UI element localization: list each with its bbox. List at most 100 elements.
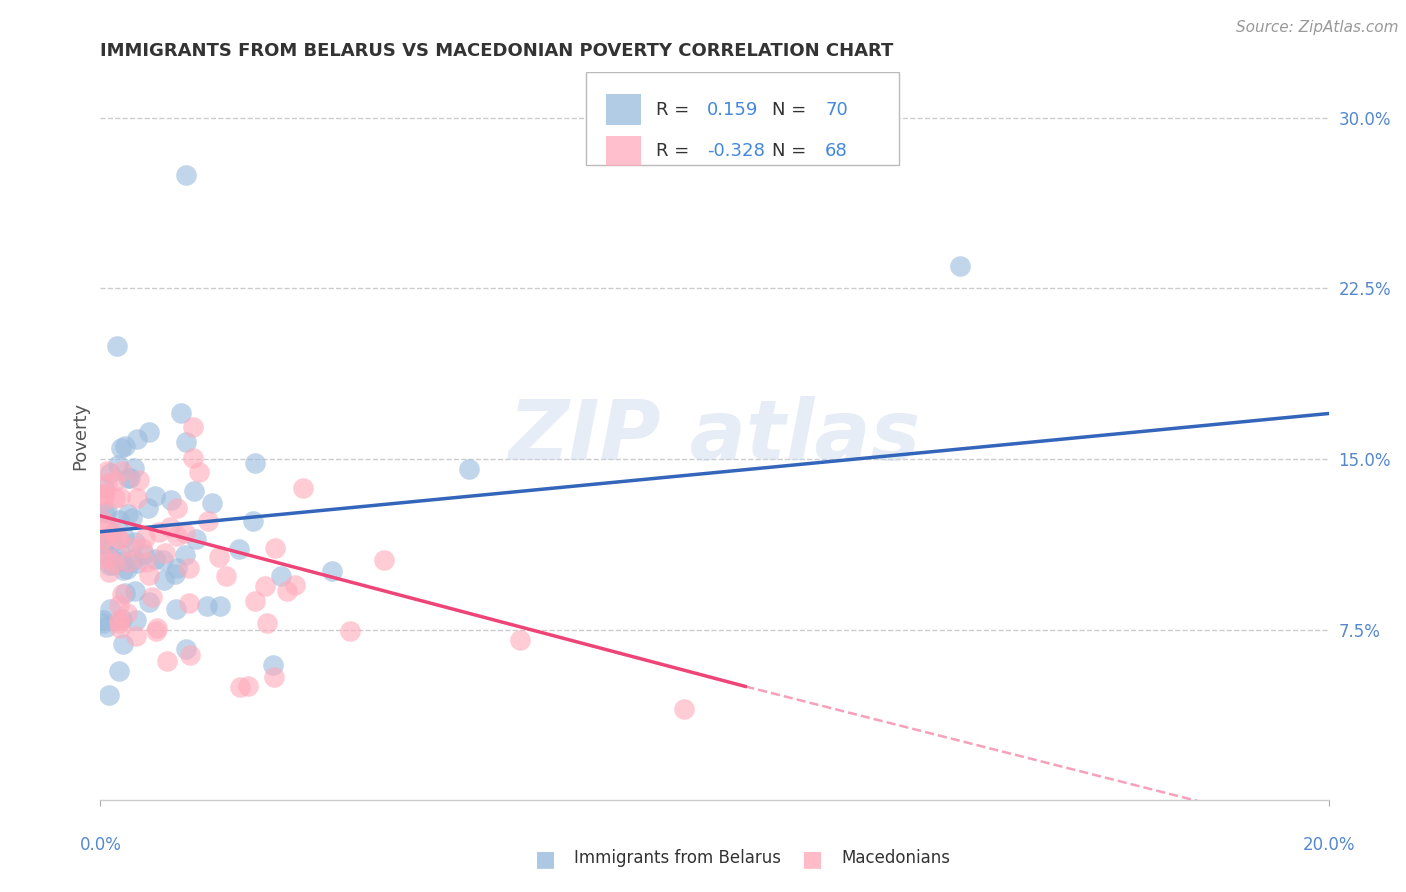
Point	[103, 491, 125, 505]
Point	[176, 642, 198, 657]
Point	[263, 670, 285, 684]
Point	[117, 555, 139, 569]
Text: IMMIGRANTS FROM BELARUS VS MACEDONIAN POVERTY CORRELATION CHART: IMMIGRANTS FROM BELARUS VS MACEDONIAN PO…	[100, 42, 894, 60]
Point	[672, 702, 695, 716]
Point	[184, 533, 207, 547]
Point	[152, 553, 174, 567]
Point	[100, 601, 122, 615]
Point	[122, 552, 145, 566]
Point	[103, 524, 125, 539]
Point	[110, 441, 132, 455]
Point	[108, 598, 131, 612]
Y-axis label: Poverty: Poverty	[72, 402, 89, 470]
Point	[124, 535, 146, 549]
Point	[112, 530, 135, 544]
Point	[229, 680, 252, 694]
Point	[93, 535, 115, 549]
Point	[98, 551, 121, 566]
Point	[96, 519, 118, 533]
Text: Source: ZipAtlas.com: Source: ZipAtlas.com	[1236, 20, 1399, 35]
Bar	[606, 136, 641, 166]
Point	[177, 596, 200, 610]
Point	[125, 491, 148, 506]
Point	[201, 495, 224, 509]
Point	[183, 484, 205, 499]
Point	[93, 494, 115, 508]
Text: 0.159: 0.159	[707, 101, 758, 119]
Point	[135, 555, 157, 569]
Point	[138, 425, 160, 439]
Point	[122, 460, 145, 475]
Point	[108, 546, 131, 560]
Point	[125, 629, 148, 643]
Point	[276, 584, 298, 599]
Point	[110, 612, 132, 626]
Point	[93, 506, 115, 520]
Text: Immigrants from Belarus: Immigrants from Belarus	[574, 849, 780, 867]
Text: 0.0%: 0.0%	[79, 836, 121, 854]
Point	[100, 558, 122, 573]
Point	[457, 462, 479, 476]
Point	[103, 556, 125, 570]
Text: 68: 68	[825, 142, 848, 160]
Point	[238, 679, 260, 693]
Point	[108, 615, 131, 630]
Point	[111, 464, 134, 478]
Point	[114, 586, 136, 600]
Point	[115, 562, 138, 576]
Point	[242, 514, 264, 528]
Point	[98, 688, 121, 702]
Point	[111, 587, 134, 601]
Point	[165, 567, 187, 582]
Point	[153, 573, 176, 587]
Point	[107, 513, 129, 527]
Point	[93, 538, 115, 552]
Point	[93, 551, 115, 566]
Point	[228, 541, 250, 556]
Point	[120, 471, 142, 485]
Point	[132, 547, 155, 561]
Point	[138, 568, 160, 582]
Text: N =: N =	[772, 101, 813, 119]
Point	[321, 564, 343, 578]
Point	[97, 566, 120, 580]
Text: 20.0%: 20.0%	[1302, 836, 1355, 854]
Point	[93, 616, 115, 631]
Point	[179, 561, 201, 575]
Point	[195, 599, 218, 613]
Text: Macedonians: Macedonians	[841, 849, 950, 867]
Point	[141, 590, 163, 604]
Point	[215, 568, 238, 582]
Point	[97, 558, 120, 573]
Point	[125, 432, 148, 446]
Point	[108, 621, 131, 635]
Point	[256, 615, 278, 630]
Text: ■: ■	[536, 849, 557, 869]
Point	[183, 420, 205, 434]
Point	[187, 465, 209, 479]
Point	[208, 550, 231, 565]
Point	[243, 594, 266, 608]
Point	[166, 529, 188, 543]
Point	[165, 601, 187, 615]
Point	[176, 168, 198, 182]
Point	[156, 654, 179, 668]
Point	[134, 531, 156, 545]
Text: R =: R =	[655, 142, 695, 160]
Point	[110, 491, 132, 505]
Point	[93, 481, 115, 495]
Point	[98, 550, 121, 565]
Point	[173, 548, 195, 562]
Point	[96, 465, 118, 479]
Point	[124, 583, 146, 598]
Text: R =: R =	[655, 101, 695, 119]
Point	[93, 532, 115, 546]
Point	[112, 563, 135, 577]
Point	[373, 553, 395, 567]
Point	[93, 514, 115, 528]
Point	[179, 648, 201, 662]
Point	[145, 624, 167, 639]
Point	[105, 339, 128, 353]
Point	[243, 456, 266, 470]
Point	[153, 546, 176, 560]
